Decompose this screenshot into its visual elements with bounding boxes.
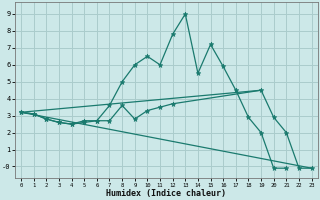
X-axis label: Humidex (Indice chaleur): Humidex (Indice chaleur): [106, 189, 226, 198]
